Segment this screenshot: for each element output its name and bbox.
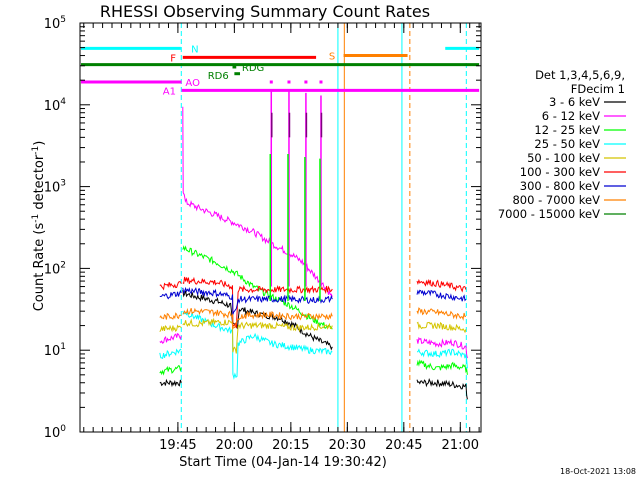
series-line-5-0 bbox=[159, 281, 182, 291]
legend-label-7: 800 - 7000 keV bbox=[512, 193, 600, 207]
y-axis-title: Count Rate (s-1 detector-1) bbox=[31, 141, 47, 312]
series-line-7-0 bbox=[159, 312, 182, 320]
series-line-1-2 bbox=[416, 336, 468, 359]
legend-label-5: 100 - 300 keV bbox=[520, 165, 600, 179]
axes: 19:45 20:00 20:15 20:30 20:45 21:00 100 101 102 1… bbox=[44, 15, 482, 453]
x-tick-label-0: 19:45 bbox=[159, 438, 196, 453]
footer-date: 18-Oct-2021 13:08 bbox=[560, 467, 636, 476]
series-line-2-0 bbox=[159, 365, 182, 376]
flag-label-ao: AO bbox=[185, 78, 200, 89]
y-axis-title-sup: -1 bbox=[31, 214, 41, 223]
flag-dot-1 bbox=[287, 80, 291, 84]
series-line-0-1 bbox=[182, 289, 333, 351]
series-line-7-2 bbox=[416, 307, 467, 321]
legend-label-1: 6 - 12 keV bbox=[542, 109, 600, 123]
legend-label-4: 50 - 100 keV bbox=[527, 151, 600, 165]
x-axis-title: Start Time (04-Jan-14 19:30:42) bbox=[179, 455, 387, 470]
x-tick-label-5: 21:00 bbox=[442, 438, 479, 453]
series-lines bbox=[159, 90, 468, 400]
x-tick-label-1: 20:00 bbox=[216, 438, 253, 453]
series-line-3-0 bbox=[159, 348, 182, 360]
series-line-5-1 bbox=[182, 276, 333, 329]
y-tick-label-5: 105 bbox=[44, 15, 66, 32]
legend-label-0: 3 - 6 keV bbox=[549, 95, 600, 109]
y-tick-label-3: 103 bbox=[44, 179, 66, 196]
legend-label-3: 25 - 50 keV bbox=[534, 137, 600, 151]
y-axis-title-sup2: -1 bbox=[31, 146, 41, 155]
series-line-6-1 bbox=[182, 286, 333, 315]
y-axis-title-end: ) bbox=[32, 141, 47, 146]
legend-header-0: Det 1,3,4,5,6,9, bbox=[535, 68, 625, 82]
plot-background bbox=[180, 23, 467, 432]
series-line-3-2 bbox=[417, 348, 468, 369]
y-tick-label-4: 104 bbox=[44, 97, 67, 114]
y-axis-title-main: Count Rate (s bbox=[32, 223, 47, 312]
legend-label-2: 12 - 25 keV bbox=[534, 123, 600, 137]
y-tick-label-1: 101 bbox=[44, 342, 66, 359]
series-line-6-2 bbox=[416, 289, 467, 302]
series-line-4-2 bbox=[416, 321, 467, 334]
series-line-2-1 bbox=[182, 245, 333, 330]
x-tick-label-3: 20:30 bbox=[329, 438, 366, 453]
series-line-0-2 bbox=[416, 378, 468, 400]
x-tick-label-2: 20:15 bbox=[272, 438, 309, 453]
series-line-7-1 bbox=[182, 307, 333, 330]
series-line-5-2 bbox=[416, 278, 467, 293]
legend-label-6: 300 - 800 keV bbox=[520, 179, 600, 193]
flag-label-f: F bbox=[170, 53, 176, 64]
y-axis-title-tail: detector bbox=[32, 154, 47, 214]
flag-label-rd6: RD6 bbox=[208, 71, 229, 82]
flag-bars: N S F RDG RD6 AO A1 bbox=[81, 44, 480, 97]
flag-dot-0 bbox=[269, 80, 273, 84]
legend-label-8: 7000 - 15000 keV bbox=[498, 207, 600, 221]
y-tick-label-0: 100 bbox=[44, 424, 67, 441]
plot-frame bbox=[79, 22, 482, 433]
flag-label-a1: A1 bbox=[163, 86, 176, 97]
y-tick-label-2: 102 bbox=[44, 260, 66, 277]
flag-label-s: S bbox=[329, 52, 335, 63]
chart-title: RHESSI Observing Summary Count Rates bbox=[100, 2, 430, 21]
series-line-4-0 bbox=[159, 324, 182, 333]
flag-label-n: N bbox=[191, 44, 198, 55]
flag-dot-2 bbox=[304, 80, 308, 84]
series-line-1-1 bbox=[182, 106, 333, 297]
series-line-0-0 bbox=[159, 378, 182, 388]
flag-dot-3 bbox=[319, 80, 323, 84]
legend-header-1: FDecim 1 bbox=[571, 82, 625, 96]
series-line-4-1 bbox=[182, 317, 333, 354]
series-line-2-2 bbox=[416, 359, 468, 375]
x-tick-label-4: 20:45 bbox=[385, 438, 422, 453]
series-line-6-0 bbox=[159, 289, 182, 300]
flag-label-rdg: RDG bbox=[242, 63, 264, 74]
series-line-1-0 bbox=[159, 332, 182, 344]
